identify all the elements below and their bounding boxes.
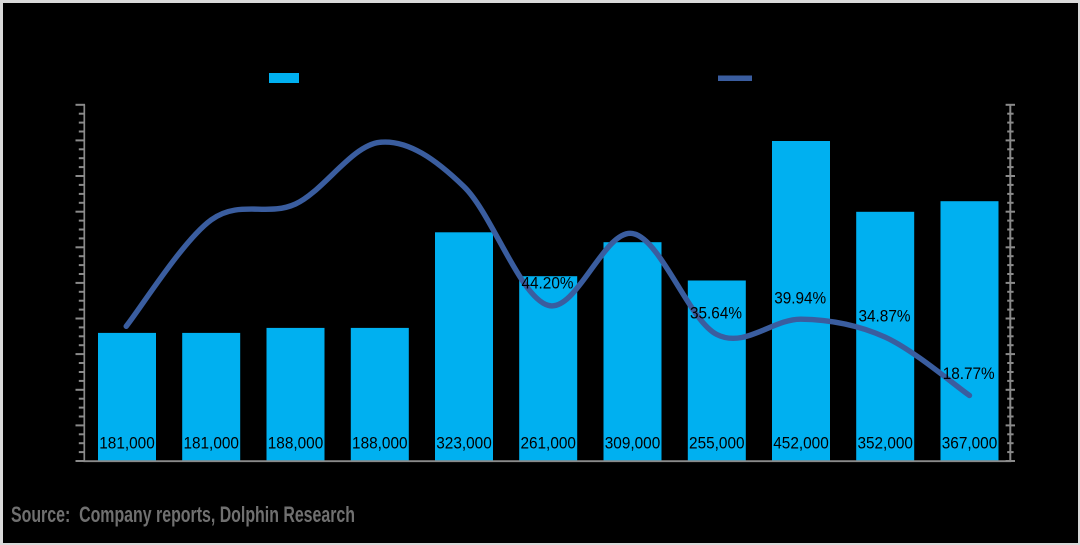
svg-text:18.77%: 18.77% [943, 364, 995, 383]
svg-text:367,000: 367,000 [942, 434, 998, 453]
svg-text:181,000: 181,000 [99, 434, 155, 453]
svg-text:181,000: 181,000 [183, 434, 239, 453]
svg-text:452,000: 452,000 [773, 434, 829, 453]
svg-text:323,000: 323,000 [436, 434, 492, 453]
svg-text:352,000: 352,000 [857, 434, 913, 453]
svg-text:261,000: 261,000 [520, 434, 576, 453]
svg-text:34.87%: 34.87% [859, 306, 911, 325]
svg-text:188,000: 188,000 [352, 434, 408, 453]
svg-text:44.20%: 44.20% [522, 273, 574, 292]
svg-text:309,000: 309,000 [605, 434, 661, 453]
svg-text:188,000: 188,000 [268, 434, 324, 453]
svg-text:Source: Company reports, Dolp: Source: Company reports, Dolphin Researc… [11, 502, 355, 527]
svg-text:39.94%: 39.94% [774, 289, 826, 308]
svg-text:255,000: 255,000 [689, 434, 745, 453]
svg-text:35.64%: 35.64% [690, 304, 742, 323]
